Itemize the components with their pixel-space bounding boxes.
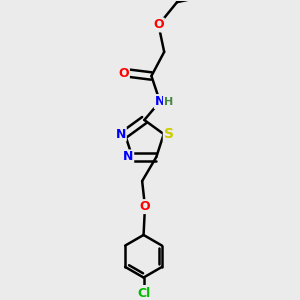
Text: O: O [153,18,164,32]
Text: N: N [155,95,165,108]
Text: N: N [123,150,133,164]
Text: Cl: Cl [137,287,150,300]
Text: H: H [164,97,173,106]
Text: S: S [164,127,174,141]
Text: N: N [116,128,126,141]
Text: O: O [118,67,129,80]
Text: O: O [140,200,150,213]
